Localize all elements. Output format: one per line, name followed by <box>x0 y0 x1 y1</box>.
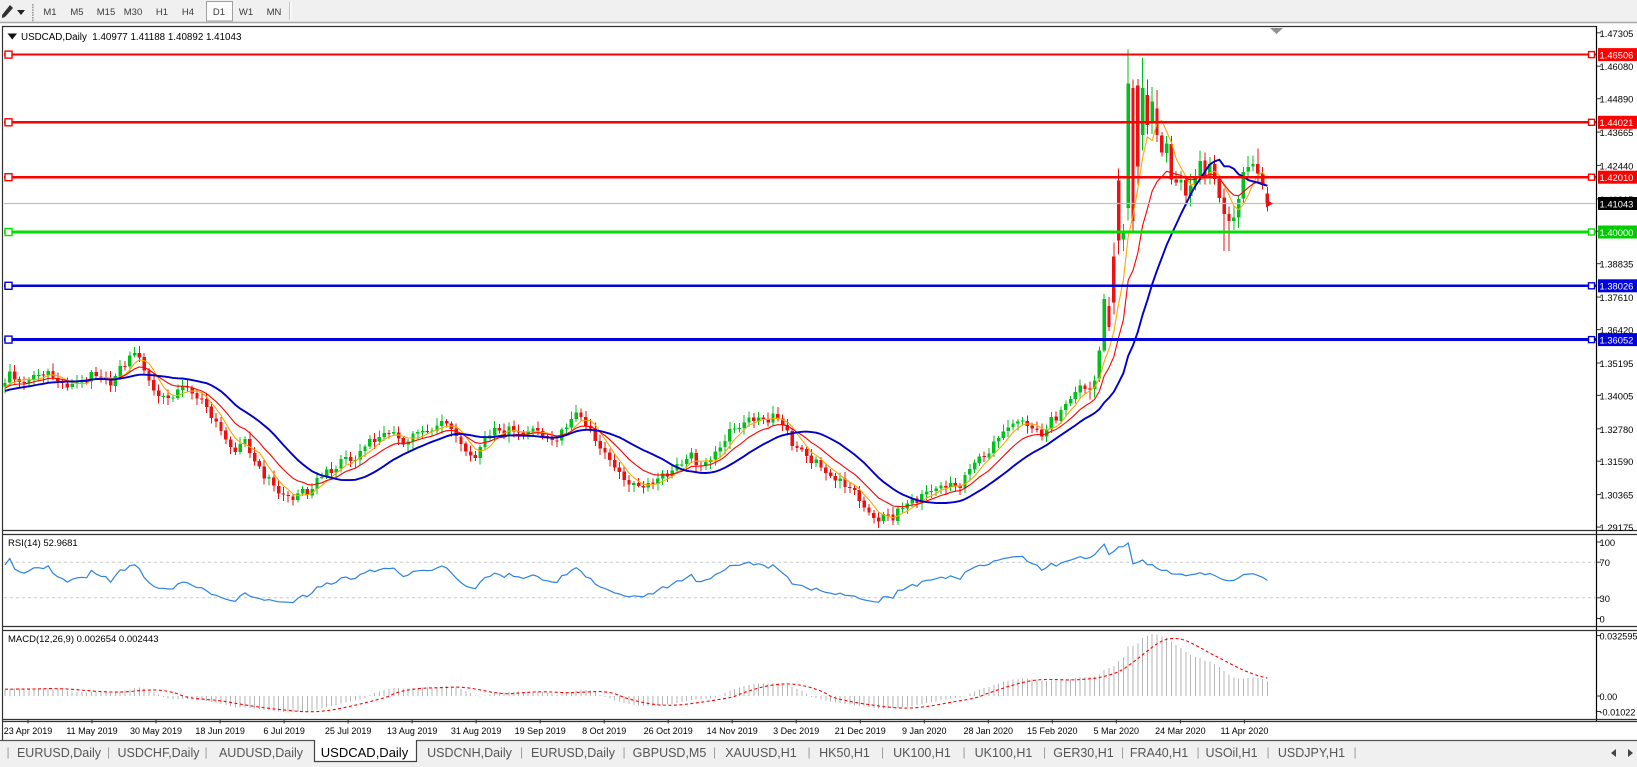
svg-text:26 Oct 2019: 26 Oct 2019 <box>644 726 693 736</box>
svg-text:70: 70 <box>1600 557 1610 568</box>
svg-text:USDJPY,H1: USDJPY,H1 <box>1278 746 1345 760</box>
svg-text:13 Aug 2019: 13 Aug 2019 <box>387 726 438 736</box>
svg-text:USDCNH,Daily: USDCNH,Daily <box>427 746 512 760</box>
svg-text:|: | <box>622 745 625 759</box>
svg-text:1.43665: 1.43665 <box>1600 127 1634 138</box>
svg-text:1.44890: 1.44890 <box>1600 94 1634 105</box>
svg-text:1.40000: 1.40000 <box>1600 227 1634 238</box>
svg-text:19 Sep 2019: 19 Sep 2019 <box>515 726 566 736</box>
svg-text:-0.01022: -0.01022 <box>1600 708 1636 718</box>
svg-text:100: 100 <box>1600 537 1616 548</box>
svg-text:1.36420: 1.36420 <box>1600 325 1634 336</box>
svg-text:USOil,H1: USOil,H1 <box>1205 746 1257 760</box>
svg-text:|: | <box>1043 745 1046 759</box>
svg-text:0.00: 0.00 <box>1600 692 1618 702</box>
svg-text:H1: H1 <box>156 7 168 18</box>
svg-text:1.47305: 1.47305 <box>1600 28 1634 39</box>
svg-text:1.41043: 1.41043 <box>1600 198 1634 209</box>
svg-text:0: 0 <box>1600 614 1605 625</box>
svg-text:EURUSD,Daily: EURUSD,Daily <box>17 746 102 760</box>
svg-text:5 Mar 2020: 5 Mar 2020 <box>1094 726 1140 736</box>
svg-text:HK50,H1: HK50,H1 <box>819 746 870 760</box>
svg-text:UK100,H1: UK100,H1 <box>893 746 951 760</box>
svg-text:FRA40,H1: FRA40,H1 <box>1130 746 1188 760</box>
svg-text:1.38835: 1.38835 <box>1600 259 1634 270</box>
svg-text:28 Jan 2020: 28 Jan 2020 <box>964 726 1014 736</box>
svg-text:21 Dec 2019: 21 Dec 2019 <box>835 726 886 736</box>
svg-text:8 Oct 2019: 8 Oct 2019 <box>582 726 626 736</box>
svg-text:30: 30 <box>1600 593 1610 604</box>
svg-text:EURUSD,Daily: EURUSD,Daily <box>531 746 616 760</box>
svg-text:|: | <box>713 745 716 759</box>
svg-text:1.35195: 1.35195 <box>1600 358 1634 369</box>
svg-text:11 May 2019: 11 May 2019 <box>66 726 117 736</box>
svg-text:|: | <box>6 745 9 759</box>
svg-text:|: | <box>107 745 110 759</box>
svg-text:1.42010: 1.42010 <box>1600 172 1634 183</box>
svg-text:1.31590: 1.31590 <box>1600 456 1634 467</box>
svg-text:H4: H4 <box>182 7 194 18</box>
svg-text:1.37610: 1.37610 <box>1600 292 1634 303</box>
svg-text:USDCAD,Daily: USDCAD,Daily <box>321 745 409 760</box>
svg-text:0.032595: 0.032595 <box>1600 632 1637 642</box>
svg-text:1.46506: 1.46506 <box>1600 49 1634 60</box>
svg-text:RSI(14) 52.9681: RSI(14) 52.9681 <box>8 538 78 549</box>
svg-text:1.36052: 1.36052 <box>1600 334 1634 345</box>
svg-text:|: | <box>1353 745 1356 759</box>
svg-text:1.32780: 1.32780 <box>1600 424 1634 435</box>
svg-text:1.29175: 1.29175 <box>1600 522 1634 533</box>
svg-text:UK100,H1: UK100,H1 <box>975 746 1033 760</box>
svg-text:M15: M15 <box>97 7 115 18</box>
svg-text:1.46080: 1.46080 <box>1600 61 1634 72</box>
svg-text:USDCAD,Daily 1.40977 1.41188: USDCAD,Daily 1.40977 1.41188 1.40892 1.4… <box>21 32 242 43</box>
svg-text:M1: M1 <box>43 7 56 18</box>
svg-text:|: | <box>962 745 965 759</box>
svg-text:|: | <box>1196 745 1199 759</box>
svg-text:MN: MN <box>267 7 282 18</box>
svg-text:W1: W1 <box>239 7 253 18</box>
svg-text:GBPUSD,M5: GBPUSD,M5 <box>633 746 707 760</box>
svg-text:|: | <box>807 745 810 759</box>
svg-text:1.38026: 1.38026 <box>1600 281 1634 292</box>
svg-text:1.30365: 1.30365 <box>1600 490 1634 501</box>
svg-text:|: | <box>881 745 884 759</box>
svg-text:USDCHF,Daily: USDCHF,Daily <box>118 746 201 760</box>
svg-text:24 Mar 2020: 24 Mar 2020 <box>1155 726 1206 736</box>
svg-text:D1: D1 <box>213 7 225 18</box>
svg-text:|: | <box>520 745 523 759</box>
svg-text:1.42440: 1.42440 <box>1600 160 1634 171</box>
svg-text:25 Jul 2019: 25 Jul 2019 <box>325 726 372 736</box>
svg-text:6 Jul 2019: 6 Jul 2019 <box>263 726 305 736</box>
svg-text:|: | <box>1121 745 1124 759</box>
svg-text:30 May 2019: 30 May 2019 <box>130 726 182 736</box>
svg-text:3 Dec 2019: 3 Dec 2019 <box>773 726 819 736</box>
svg-text:MACD(12,26,9) 0.002654 0.00244: MACD(12,26,9) 0.002654 0.002443 <box>8 634 159 645</box>
svg-text:|: | <box>204 745 207 759</box>
svg-text:AUDUSD,Daily: AUDUSD,Daily <box>219 746 304 760</box>
svg-text:GER30,H1: GER30,H1 <box>1053 746 1113 760</box>
svg-text:M5: M5 <box>70 7 83 18</box>
svg-text:31 Aug 2019: 31 Aug 2019 <box>451 726 502 736</box>
svg-text:XAUUSD,H1: XAUUSD,H1 <box>725 746 797 760</box>
svg-text:1.44021: 1.44021 <box>1600 117 1634 128</box>
svg-text:15 Feb 2020: 15 Feb 2020 <box>1027 726 1078 736</box>
svg-text:M30: M30 <box>124 7 142 18</box>
svg-text:9 Jan 2020: 9 Jan 2020 <box>902 726 947 736</box>
svg-text:14 Nov 2019: 14 Nov 2019 <box>707 726 758 736</box>
svg-text:|: | <box>1266 745 1269 759</box>
svg-text:11 Apr 2020: 11 Apr 2020 <box>1220 726 1268 736</box>
svg-text:18 Jun 2019: 18 Jun 2019 <box>195 726 245 736</box>
svg-text:23 Apr 2019: 23 Apr 2019 <box>4 726 53 736</box>
svg-text:1.34005: 1.34005 <box>1600 390 1634 401</box>
